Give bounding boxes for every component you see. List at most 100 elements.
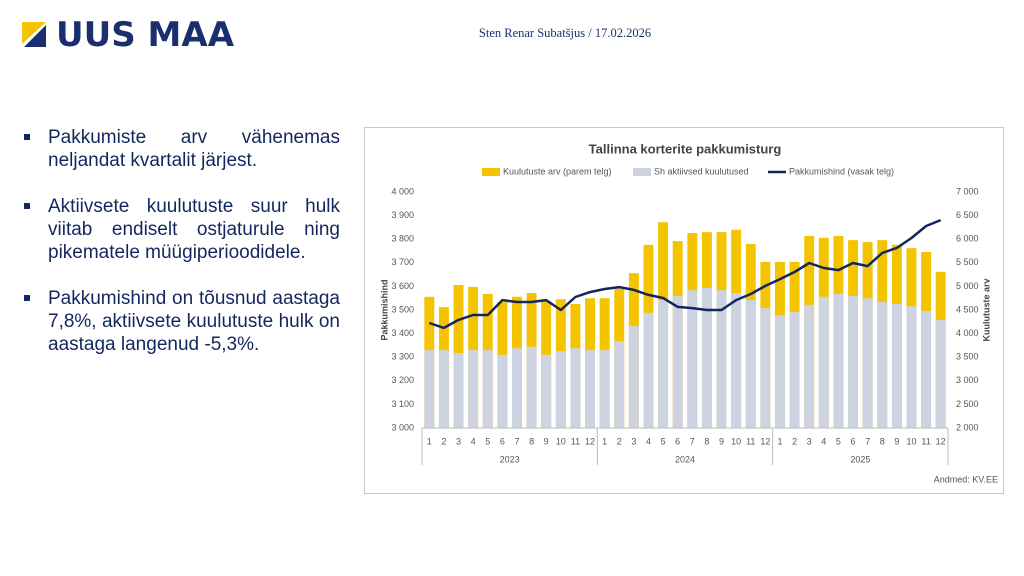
bullet: Pakkumiste arv vähenemas neljandat kvart…	[22, 126, 340, 172]
line	[428, 218, 942, 330]
bullet: Pakkumishind on tõusnud aastaga 7,8%, ak…	[22, 287, 340, 356]
x-tick-label: 11	[921, 436, 930, 446]
bar	[438, 350, 449, 428]
bar	[687, 290, 698, 428]
y-tick-label: 3 100	[391, 399, 414, 409]
source: Andmed: KV.EE	[934, 474, 998, 484]
bar	[760, 308, 771, 428]
y2-tick-label: 4 500	[956, 304, 979, 314]
x-tick-label: 5	[661, 436, 666, 446]
bar	[862, 298, 873, 428]
y-tick-label: 3 600	[391, 281, 414, 291]
bar	[643, 312, 654, 428]
bar	[453, 352, 464, 428]
y2-axis-title: Kuulutuste arv	[981, 278, 991, 341]
bar	[585, 350, 595, 428]
y-axis-title: Pakkumishind	[379, 279, 389, 340]
bullet: Aktiivsete kuulutuste suur hulk viitab e…	[22, 195, 340, 264]
bullet-list: Pakkumiste arv vähenemas neljandat kvart…	[22, 126, 340, 379]
y-tick-label: 4 000	[391, 186, 414, 196]
x-tick-label: 5	[836, 436, 841, 446]
legend-label: Kuulutuste arv (parem telg)	[503, 166, 612, 176]
y2-tick-label: 4 000	[956, 328, 979, 338]
x-tick-label: 6	[500, 436, 505, 446]
y2-tick-label: 3 000	[956, 375, 979, 385]
x-tick-label: 12	[760, 436, 770, 446]
chart-title: Tallinna korterite pakkumisturg	[589, 141, 782, 156]
x-tick-label: 4	[821, 436, 826, 446]
y2-tick-label: 7 000	[956, 186, 979, 196]
bar	[789, 311, 800, 428]
bar	[701, 287, 712, 428]
bar	[877, 301, 888, 428]
bar	[497, 354, 508, 428]
x-tick-label: 1	[427, 436, 432, 446]
x-tick-label: 8	[704, 436, 709, 446]
logo-icon-blue	[24, 25, 46, 47]
y-tick-label: 3 800	[391, 234, 414, 244]
x-tick-label: 4	[646, 436, 651, 446]
bar	[848, 295, 858, 428]
y2-tick-label: 3 500	[956, 352, 979, 362]
y2-tick-label: 6 500	[956, 210, 979, 220]
x-tick-label: 11	[746, 436, 755, 446]
x-tick-label: 7	[865, 436, 870, 446]
x-tick-label: 3	[807, 436, 812, 446]
y2-tick-label: 2 000	[956, 422, 979, 432]
bar	[468, 350, 479, 428]
x-tick-label: 3	[456, 436, 461, 446]
bar	[833, 293, 844, 428]
y-tick-label: 3 200	[391, 375, 414, 385]
y-tick-label: 3 500	[391, 304, 414, 314]
bar	[424, 350, 435, 428]
logo-icon-yellow	[22, 22, 46, 44]
x-tick-label: 8	[529, 436, 534, 446]
x-tick-label: 10	[906, 436, 916, 446]
bar	[555, 351, 566, 428]
x-tick-label: 2	[792, 436, 797, 446]
bar	[482, 350, 493, 428]
x-tick-label: 8	[880, 436, 885, 446]
x-tick-label: 9	[894, 436, 899, 446]
y-tick-label: 3 400	[391, 328, 414, 338]
bar	[818, 296, 829, 428]
x-tick-label: 12	[936, 436, 946, 446]
x-tick-label: 9	[544, 436, 549, 446]
x-tick-label: 2	[441, 436, 446, 446]
legend-label: Pakkumishind (vasak telg)	[789, 166, 894, 176]
chart: Tallinna korterite pakkumisturg Pakkumis…	[364, 127, 1004, 494]
bar	[541, 354, 552, 428]
bar	[891, 303, 902, 428]
logo-text: UUS MAA	[56, 15, 235, 55]
bar	[935, 319, 946, 428]
y2-tick-label: 5 000	[956, 281, 979, 291]
legend-swatch	[482, 168, 500, 176]
x-tick-label: 9	[719, 436, 724, 446]
x-tick-label: 3	[631, 436, 636, 446]
x-tick-label: 6	[675, 436, 680, 446]
x-tick-label: 1	[777, 436, 782, 446]
x-tick-label: 11	[571, 436, 580, 446]
y-tick-label: 3 900	[391, 210, 414, 220]
bar	[614, 341, 625, 428]
bar	[672, 295, 683, 428]
x-tick-label: 12	[585, 436, 595, 446]
y2-tick-label: 6 000	[956, 234, 979, 244]
bar	[775, 315, 785, 428]
y2-tick-label: 2 500	[956, 399, 979, 409]
x-tick-label: 10	[731, 436, 741, 446]
y-tick-label: 3 000	[391, 422, 414, 432]
bar	[628, 326, 639, 428]
bar	[658, 300, 669, 428]
byline: Sten Renar Subatšjus / 17.02.2026	[478, 26, 652, 40]
y2-tick-label: 5 500	[956, 257, 979, 267]
bar	[570, 348, 581, 428]
x-tick-label: 1	[602, 436, 607, 446]
y-tick-label: 3 300	[391, 352, 414, 362]
bar	[804, 304, 815, 428]
bar	[731, 293, 742, 428]
x-group-label: 2023	[500, 454, 520, 464]
x-tick-label: 6	[851, 436, 856, 446]
legend-label: Sh aktiivsed kuulutused	[654, 166, 749, 176]
bar	[745, 300, 756, 428]
